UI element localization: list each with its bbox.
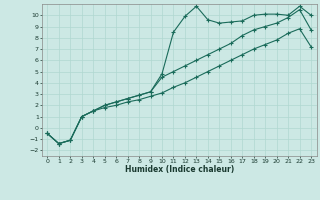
X-axis label: Humidex (Indice chaleur): Humidex (Indice chaleur)	[124, 165, 234, 174]
